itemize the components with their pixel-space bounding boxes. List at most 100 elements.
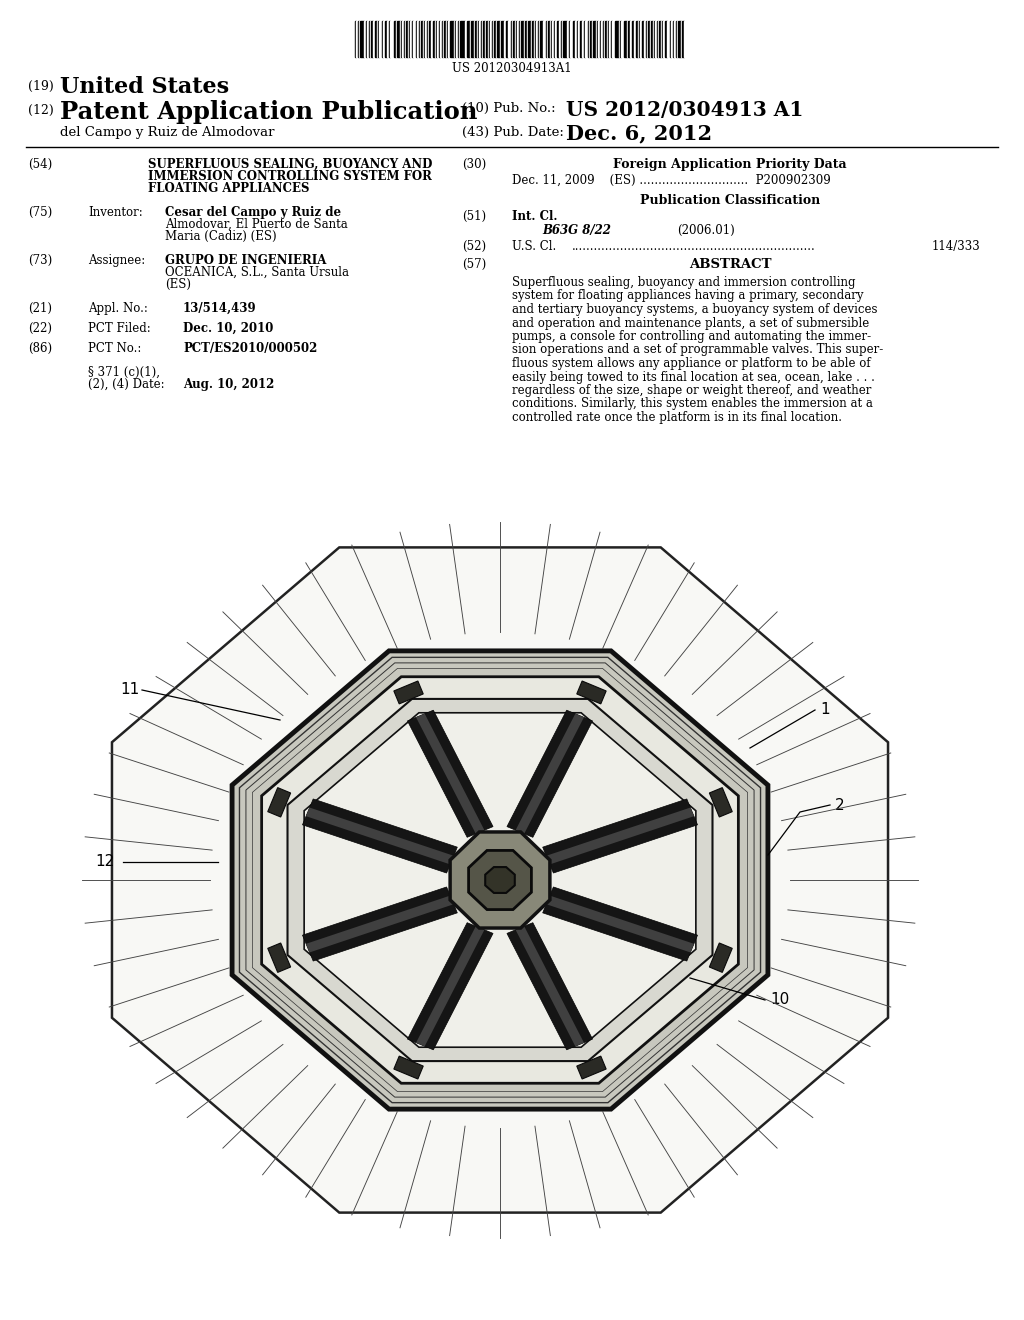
Text: OCEANICA, S.L., Santa Ursula: OCEANICA, S.L., Santa Ursula [165,267,349,279]
Text: (73): (73) [28,253,52,267]
Bar [525,21,526,57]
Bar [377,21,378,57]
Text: (21): (21) [28,302,52,315]
Bar [378,21,379,57]
Bar [446,21,449,57]
Bar [554,21,555,57]
Bar [577,21,579,57]
Text: § 371 (c)(1),: § 371 (c)(1), [88,366,160,379]
Bar [592,21,593,57]
Text: 1: 1 [820,702,829,718]
Bar [459,21,461,57]
Bar [550,21,551,57]
Polygon shape [577,1056,606,1078]
Bar [670,21,672,57]
Text: Foreign Application Priority Data: Foreign Application Priority Data [613,158,847,172]
Bar [621,21,622,57]
Text: 10: 10 [770,993,790,1007]
Bar [537,21,538,57]
Text: pumps, a console for controlling and automating the immer-: pumps, a console for controlling and aut… [512,330,871,343]
Bar [387,21,389,57]
Bar [484,21,486,57]
Bar [644,21,646,57]
Text: Cesar del Campo y Ruiz de: Cesar del Campo y Ruiz de [165,206,341,219]
Bar [596,21,597,57]
Text: 13/514,439: 13/514,439 [183,302,257,315]
Bar [431,21,433,57]
Bar [470,21,471,57]
Text: (43) Pub. Date:: (43) Pub. Date: [462,125,564,139]
Text: Dec. 11, 2009    (ES) .............................  P200902309: Dec. 11, 2009 (ES) .....................… [512,174,830,187]
Bar [401,21,402,57]
Bar [541,21,543,57]
Bar [496,21,497,57]
Bar [668,21,670,57]
Bar [662,21,664,57]
Bar [634,21,636,57]
Text: US 2012/0304913 A1: US 2012/0304913 A1 [566,100,804,120]
Bar [638,21,639,57]
Bar [674,21,676,57]
Text: and operation and maintenance plants, a set of submersible: and operation and maintenance plants, a … [512,317,869,330]
Text: Assignee:: Assignee: [88,253,145,267]
Bar [483,21,484,57]
Bar [628,21,630,57]
Bar [632,21,634,57]
Bar [609,21,610,57]
Bar [507,21,508,57]
Bar [487,21,488,57]
Bar [646,21,647,57]
Text: and tertiary buoyancy systems, a buoyancy system of devices: and tertiary buoyancy systems, a buoyanc… [512,304,878,315]
Text: sion operations and a set of programmable valves. This super-: sion operations and a set of programmabl… [512,343,884,356]
Text: (10) Pub. No.:: (10) Pub. No.: [462,102,556,115]
Bar [512,21,513,57]
Bar [547,21,549,57]
Bar [481,21,482,57]
Polygon shape [394,681,423,704]
Bar [579,21,580,57]
Bar [389,21,390,57]
Bar [539,21,541,57]
Bar [356,21,357,57]
Bar [597,21,598,57]
Text: (22): (22) [28,322,52,335]
Bar [585,21,588,57]
Bar [439,21,440,57]
Text: IMMERSION CONTROLLING SYSTEM FOR: IMMERSION CONTROLLING SYSTEM FOR [148,170,432,183]
Bar [526,21,528,57]
Bar [630,21,632,57]
Text: Aug. 10, 2012: Aug. 10, 2012 [183,378,274,391]
Bar [601,21,602,57]
Bar [370,21,372,57]
Text: Dec. 10, 2010: Dec. 10, 2010 [183,322,273,335]
Polygon shape [469,850,531,909]
Bar [397,21,399,57]
Text: Patent Application Publication: Patent Application Publication [60,100,477,124]
Bar [553,21,554,57]
Text: Int. Cl.: Int. Cl. [512,210,557,223]
Bar [682,21,684,57]
Bar [681,21,682,57]
Bar [444,21,445,57]
Polygon shape [710,788,732,817]
Bar [608,21,609,57]
Polygon shape [577,681,606,704]
Bar [437,21,439,57]
Bar [501,21,504,57]
Bar [475,21,477,57]
Bar [684,21,685,57]
Bar [513,21,515,57]
Bar [516,21,517,57]
Bar [650,21,651,57]
Bar [504,21,507,57]
Bar [359,21,360,57]
Bar [532,21,534,57]
Bar [563,21,567,57]
Bar [618,21,621,57]
Text: (52): (52) [462,240,486,253]
Polygon shape [546,808,694,865]
Polygon shape [306,895,454,953]
Bar [590,21,592,57]
Polygon shape [408,710,493,837]
Bar [672,21,673,57]
